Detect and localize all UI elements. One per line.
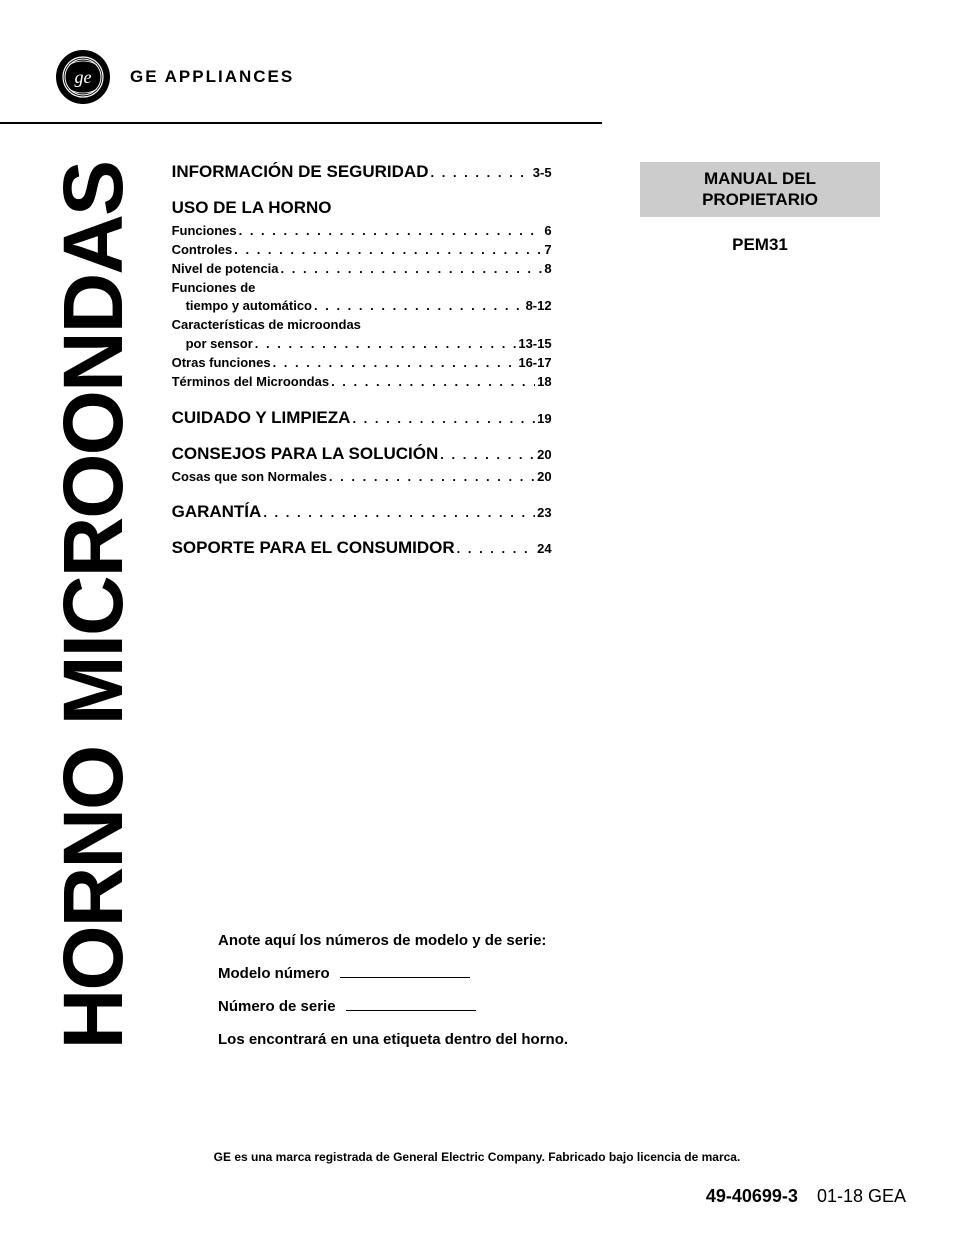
toc-label: Funciones	[172, 222, 237, 241]
vertical-title: HORNO MICROONDAS	[56, 162, 132, 1049]
toc-page: 6	[544, 222, 551, 241]
toc-label: Controles	[172, 241, 233, 260]
footer-trademark: GE es una marca registrada de General El…	[0, 1150, 954, 1164]
toc-page: 16-17	[518, 354, 551, 373]
sidebar: MANUAL DEL PROPIETARIO PEM31	[640, 162, 880, 255]
toc-page: 7	[544, 241, 551, 260]
ge-logo-icon: ge	[56, 50, 110, 104]
toc-section-seguridad: INFORMACIÓN DE SEGURIDAD . . . . . . . .…	[172, 162, 552, 182]
toc-page: 3-5	[533, 165, 552, 180]
toc-item: Controles . . . . . . . . . . . . . . . …	[172, 241, 552, 260]
toc-item: Funciones . . . . . . . . . . . . . . . …	[172, 222, 552, 241]
toc-dots: . . . . . . . . . . . . . . . . . . . . …	[457, 541, 535, 556]
toc-page: 23	[537, 505, 551, 520]
toc-page: 20	[537, 468, 551, 487]
toc-item: Nivel de potencia . . . . . . . . . . . …	[172, 260, 552, 279]
toc-label: GARANTÍA	[172, 502, 262, 522]
document-code: 49-40699-3	[706, 1186, 798, 1206]
toc-page: 8-12	[526, 297, 552, 316]
toc-label: Nivel de potencia	[172, 260, 279, 279]
toc-label: Cosas que son Normales	[172, 468, 327, 487]
toc-page: 13-15	[518, 335, 551, 354]
toc-label: Otras funciones	[172, 354, 271, 373]
toc-page: 8	[544, 260, 551, 279]
toc-section-cuidado: CUIDADO Y LIMPIEZA . . . . . . . . . . .…	[172, 408, 552, 428]
toc-item-multiline: Características de microondas	[172, 316, 552, 335]
footer-codes: 49-40699-3 01-18 GEA	[706, 1186, 906, 1207]
blank-line	[346, 1010, 476, 1011]
toc-page: 19	[537, 411, 551, 426]
blank-line	[340, 977, 470, 978]
toc-dots: . . . . . . . . . . . . . . . . . . . . …	[273, 354, 517, 373]
svg-text:ge: ge	[75, 67, 92, 87]
toc-label: CUIDADO Y LIMPIEZA	[172, 408, 351, 428]
toc-item: Otras funciones . . . . . . . . . . . . …	[172, 354, 552, 373]
toc-item: por sensor . . . . . . . . . . . . . . .…	[172, 335, 552, 354]
toc-label: tiempo y automático	[186, 297, 312, 316]
toc-dots: . . . . . . . . . . . . . . . . . . . . …	[234, 241, 542, 260]
model-label: Modelo número	[218, 965, 330, 982]
toc-section-soporte: SOPORTE PARA EL CONSUMIDOR . . . . . . .…	[172, 538, 552, 558]
toc-section-garantia: GARANTÍA . . . . . . . . . . . . . . . .…	[172, 502, 552, 522]
toc-dots: . . . . . . . . . . . . . . . . . . . . …	[281, 260, 543, 279]
toc-item: Términos del Microondas . . . . . . . . …	[172, 373, 552, 392]
toc-item: tiempo y automático . . . . . . . . . . …	[172, 297, 552, 316]
toc-page: 24	[537, 541, 551, 556]
toc-dots: . . . . . . . . . . . . . . . . . . . . …	[440, 447, 535, 462]
model-number-field: Modelo número	[218, 963, 598, 984]
model-number: PEM31	[640, 235, 880, 255]
ge-monogram-icon: ge	[61, 55, 105, 99]
toc-dots: . . . . . . . . . . . . . . . . . . . . …	[331, 373, 535, 392]
document-date: 01-18 GEA	[817, 1186, 906, 1206]
toc-section-uso: USO DE LA HORNO	[172, 198, 552, 218]
serial-label: Número de serie	[218, 998, 336, 1015]
toc-dots: . . . . . . . . . . . . . . . . . . . . …	[329, 468, 535, 487]
toc-label: Términos del Microondas	[172, 373, 329, 392]
toc-section-consejos: CONSEJOS PARA LA SOLUCIÓN . . . . . . . …	[172, 444, 552, 464]
serial-notes: Anote aquí los números de modelo y de se…	[218, 930, 598, 1062]
toc-label: SOPORTE PARA EL CONSUMIDOR	[172, 538, 455, 558]
brand-text: GE APPLIANCES	[130, 67, 294, 87]
toc-item-multiline: Funciones de	[172, 279, 552, 298]
owner-manual-line1: MANUAL DEL	[640, 168, 880, 189]
main-content: HORNO MICROONDAS INFORMACIÓN DE SEGURIDA…	[0, 162, 954, 1049]
toc-dots: . . . . . . . . . . . . . . . . . . . . …	[431, 165, 531, 180]
toc-label: CONSEJOS PARA LA SOLUCIÓN	[172, 444, 439, 464]
toc-dots: . . . . . . . . . . . . . . . . . . . . …	[263, 505, 535, 520]
serial-number-field: Número de serie	[218, 996, 598, 1017]
toc-page: 20	[537, 447, 551, 462]
toc-item: Cosas que son Normales . . . . . . . . .…	[172, 468, 552, 487]
toc-page: 18	[537, 373, 551, 392]
table-of-contents: INFORMACIÓN DE SEGURIDAD . . . . . . . .…	[172, 162, 552, 1049]
header: ge GE APPLIANCES	[0, 0, 602, 124]
notes-location: Los encontrará en una etiqueta dentro de…	[218, 1029, 598, 1050]
notes-intro: Anote aquí los números de modelo y de se…	[218, 930, 598, 951]
toc-dots: . . . . . . . . . . . . . . . . . . . . …	[239, 222, 543, 241]
toc-label: por sensor	[186, 335, 253, 354]
toc-dots: . . . . . . . . . . . . . . . . . . . . …	[314, 297, 524, 316]
toc-label: INFORMACIÓN DE SEGURIDAD	[172, 162, 429, 182]
owner-manual-heading: MANUAL DEL PROPIETARIO	[640, 162, 880, 217]
toc-dots: . . . . . . . . . . . . . . . . . . . . …	[352, 411, 535, 426]
owner-manual-line2: PROPIETARIO	[640, 189, 880, 210]
toc-dots: . . . . . . . . . . . . . . . . . . . . …	[255, 335, 517, 354]
